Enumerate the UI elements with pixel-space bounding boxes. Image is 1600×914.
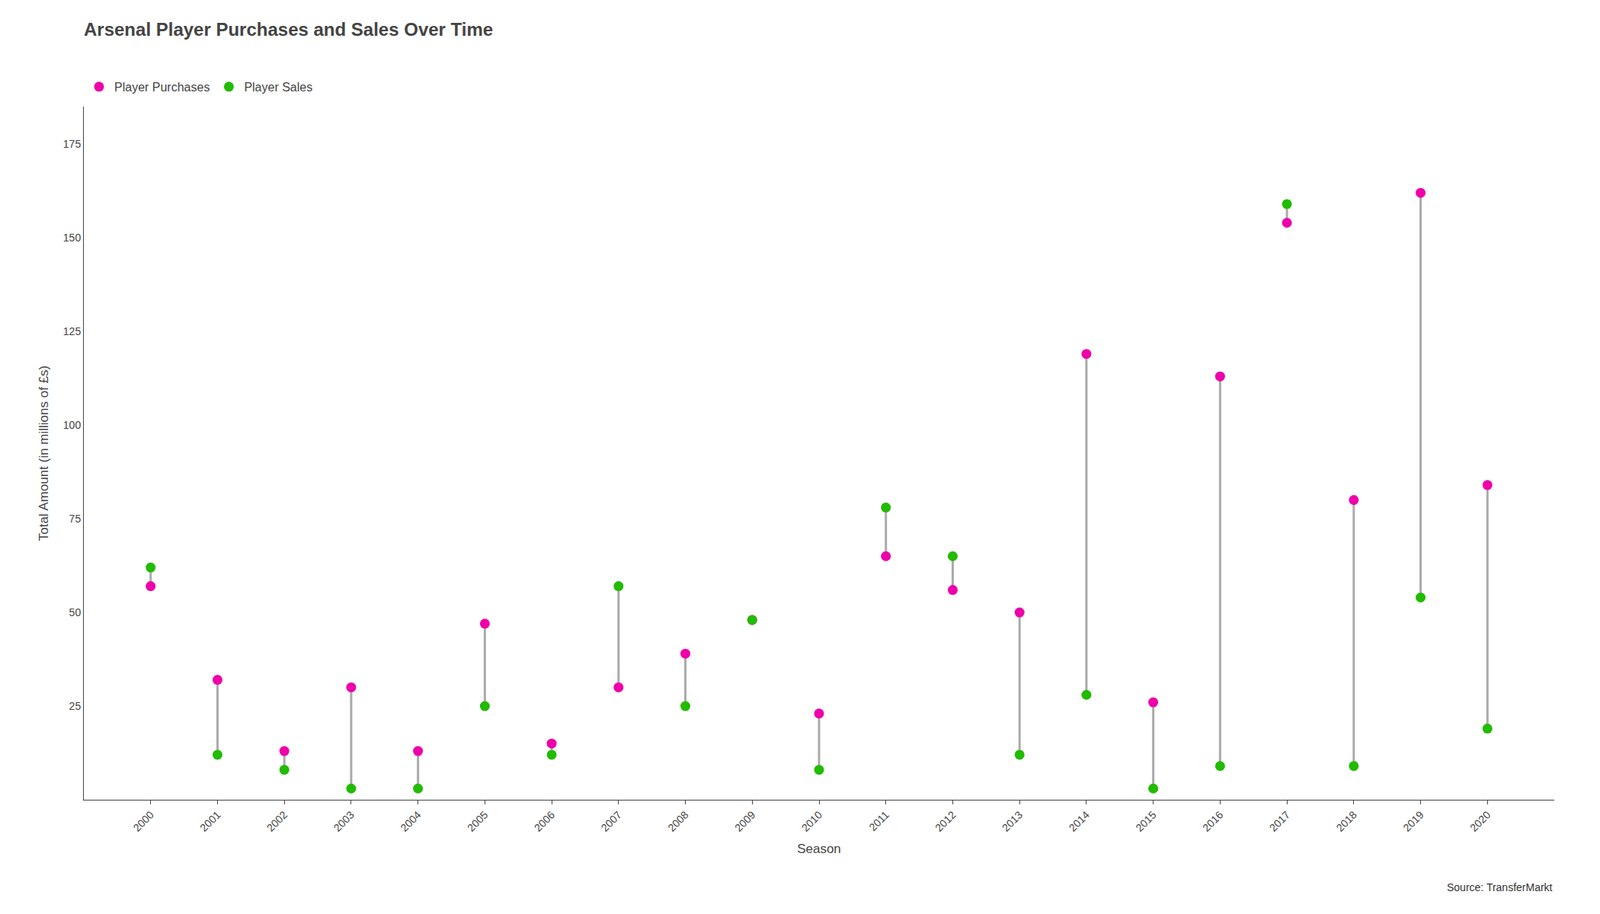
svg-text:2018: 2018 [1334, 808, 1360, 834]
svg-text:2009: 2009 [732, 808, 758, 834]
svg-text:100: 100 [63, 419, 82, 432]
svg-text:25: 25 [69, 700, 82, 713]
svg-text:Total Amount (in millions of £: Total Amount (in millions of £s) [36, 365, 52, 542]
svg-text:2000: 2000 [130, 808, 156, 834]
svg-text:2008: 2008 [665, 808, 691, 834]
svg-text:2005: 2005 [464, 808, 490, 834]
svg-text:75: 75 [69, 512, 82, 525]
svg-text:2007: 2007 [598, 808, 624, 834]
svg-text:2002: 2002 [264, 808, 290, 834]
svg-text:Player Purchases: Player Purchases [114, 80, 210, 94]
svg-text:Source: TransferMarkt: Source: TransferMarkt [1446, 881, 1553, 894]
svg-text:2017: 2017 [1267, 808, 1293, 834]
svg-text:2012: 2012 [932, 808, 958, 834]
svg-text:2014: 2014 [1066, 808, 1092, 834]
svg-text:125: 125 [63, 325, 82, 338]
svg-text:2019: 2019 [1400, 808, 1426, 834]
svg-text:175: 175 [63, 137, 82, 151]
svg-text:2015: 2015 [1132, 808, 1159, 834]
svg-text:2013: 2013 [999, 808, 1025, 834]
svg-text:2004: 2004 [397, 808, 423, 834]
svg-text:2006: 2006 [531, 808, 557, 834]
svg-text:2001: 2001 [197, 808, 223, 834]
svg-text:2011: 2011 [866, 808, 892, 834]
svg-text:150: 150 [63, 231, 82, 244]
svg-text:Player Sales: Player Sales [243, 80, 313, 94]
svg-text:Season: Season [796, 841, 842, 857]
svg-text:2020: 2020 [1467, 808, 1493, 834]
svg-text:50: 50 [69, 606, 82, 619]
svg-text:2010: 2010 [799, 808, 825, 834]
svg-text:Arsenal Player Purchases and S: Arsenal Player Purchases and Sales Over … [83, 19, 493, 40]
svg-text:2003: 2003 [331, 808, 357, 834]
svg-text:2016: 2016 [1200, 808, 1226, 834]
